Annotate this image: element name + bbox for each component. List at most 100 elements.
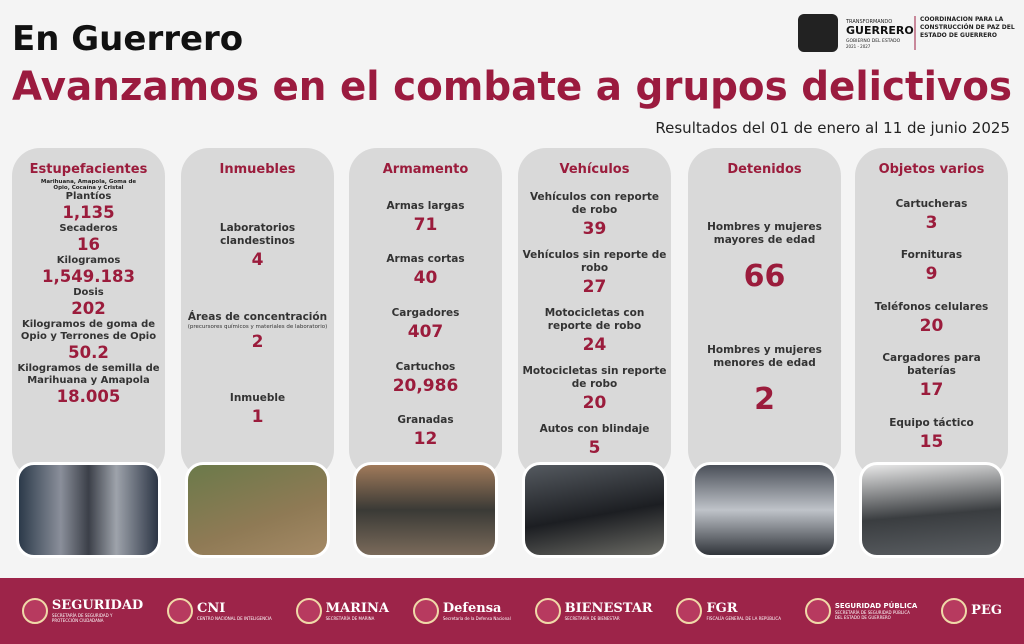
photo (185, 462, 330, 558)
item: Armas cortas 40 (386, 253, 464, 290)
item: Plantíos 1,135 (62, 191, 114, 223)
card: Inmuebles Laboratorios clandestinos 4 Áreas… (181, 148, 334, 478)
item-label: Teléfonos celulares (874, 300, 989, 313)
footer-name: FGR (706, 600, 738, 616)
item-value: 71 (413, 214, 438, 235)
item-label: Plantíos (65, 191, 112, 202)
footer-emblem (804, 598, 831, 624)
footer-name: SEGURIDAD (51, 598, 144, 613)
card-note: Marihuana, Amapola, Goma de Opio, Cocaín… (40, 179, 137, 191)
item-value: 407 (407, 321, 444, 342)
agency: COORDINACIÓN PARA LA CONSTRUCCIÓN DE PAZ… (920, 16, 1015, 39)
item-label: Motocicletas sin reporte de robo (522, 365, 667, 390)
item-list: Cartucheras 3 Fornituras 9 Teléfonos celular… (859, 183, 1004, 478)
footer-name: SEGURIDAD PÚBLICA (834, 602, 918, 610)
item-label: Fornituras (900, 249, 963, 261)
header: En Guerrero Avanzamos en el combate a gr… (12, 14, 1015, 137)
item-label: Cartucheras (895, 197, 968, 210)
card: Vehículos Vehículos con reporte de robo 39… (518, 148, 671, 478)
item-label: Autos con blindaje (539, 423, 650, 435)
footer-name: MARINA (325, 600, 389, 616)
item: Inmueble 1 (230, 392, 285, 429)
item-value: 16 (77, 235, 100, 254)
card: Objetos varios Cartucheras 3 Fornituras 9 Tel… (855, 148, 1008, 478)
item-value: 27 (582, 277, 607, 297)
footer-text: SEGURIDAD PÚBLICA SECRETARÍA DE SEGURIDAD… (835, 602, 918, 620)
photo (16, 462, 161, 558)
logo-text: GUERRERO (846, 24, 914, 37)
footer-logo: SEGURIDAD SECRETARÍA DE SEGURIDAD Y PROTE… (21, 598, 144, 624)
card: Armamento Armas largas 71 Armas cortas 40 Car… (349, 148, 502, 478)
item: Autos con blindaje 5 (540, 423, 650, 460)
item-label: Cargadores (391, 306, 460, 319)
item-value: 12 (413, 429, 438, 450)
item-label: Cartuchos (395, 360, 456, 373)
footer-text: BIENESTAR SECRETARÍA DE BIENESTAR (565, 601, 653, 621)
item-list: Vehículos con reporte de robo 39 Vehículos… (522, 183, 667, 478)
agency-text: COORDINACIÓN PARA LA CONSTRUCCIÓN DE PAZ… (920, 16, 1015, 39)
footer-name: PEG (971, 603, 1002, 618)
item-list: Hombres y mujeres mayores de edad 66 Hombr… (692, 183, 837, 478)
item-list: Armas largas 71 Armas cortas 40 Cargadores 40… (353, 183, 498, 478)
footer-logo: MARINA SECRETARÍA DE MARINA (295, 598, 389, 624)
footer-logo: BIENESTAR SECRETARÍA DE BIENESTAR (534, 598, 653, 624)
item-value: 20,986 (392, 375, 459, 396)
item-value: 1,135 (62, 203, 115, 222)
item-value: 24 (582, 335, 607, 355)
item: Dosis 202 (71, 287, 105, 319)
item-label: Granadas (397, 414, 454, 427)
footer: SEGURIDAD SECRETARÍA DE SEGURIDAD Y PROTE… (0, 578, 1024, 644)
item: Cargadores 407 (392, 307, 460, 344)
footer-emblem (412, 598, 439, 624)
item-label: Dosis (73, 287, 104, 298)
item-value: 20 (919, 315, 944, 336)
item-value: 3 (925, 212, 938, 233)
item: Cartucheras 3 (896, 198, 968, 235)
item: Áreas de concentración (precursores quími… (188, 311, 327, 354)
footer-sub: Secretaría de la Defensa Nacional (442, 615, 511, 621)
item-value: 18.005 (56, 387, 121, 406)
photo (522, 462, 667, 558)
item: Armas largas 71 (387, 200, 465, 237)
footer-text: MARINA SECRETARÍA DE MARINA (325, 600, 389, 621)
item-value: 1,549.183 (42, 267, 135, 286)
item: Hombres y mujeres mayores de edad 66 (692, 221, 837, 307)
item-label: Vehículos sin reporte de robo (522, 249, 667, 274)
item: Equipo táctico 15 (889, 417, 974, 454)
item: Kilogramos de semilla de Marihuana y Ama… (16, 363, 161, 407)
item-label: Secaderos (59, 223, 118, 234)
logo-text: GOBIERNO DEL ESTADO (846, 38, 901, 44)
item: Granadas 12 (397, 414, 453, 451)
item: Laboratorios clandestinos 4 (185, 222, 330, 272)
footer-sub: FISCALÍA GENERAL DE LA REPÚBLICA (706, 615, 781, 621)
card-title: Estupefacientes (29, 162, 148, 177)
logo-text: 2021 - 2027 (846, 44, 871, 49)
card: Detenidos Hombres y mujeres mayores de ed… (688, 148, 841, 478)
item-value: 40 (413, 268, 438, 289)
footer-emblem (941, 598, 968, 624)
item-value: 4 (251, 249, 264, 270)
logo-icon (798, 14, 838, 52)
footer-text: SEGURIDAD SECRETARÍA DE SEGURIDAD Y PROTE… (51, 598, 144, 624)
item-value: 39 (582, 219, 607, 239)
item-label: Hombres y mujeres menores de edad (707, 344, 822, 370)
card-title: Armamento (382, 162, 469, 177)
item: Cargadores para baterías 17 (859, 352, 1004, 402)
footer-logo: FGR FISCALÍA GENERAL DE LA REPÚBLICA (676, 598, 781, 624)
item-value: 2 (754, 382, 775, 418)
item: Secaderos 16 (59, 223, 117, 255)
item-label: Equipo táctico (889, 416, 974, 429)
footer-sub: SECRETARÍA DE SEGURIDAD PÚBLICA DEL ESTA… (834, 610, 910, 620)
footer-logo: PEG (941, 598, 1002, 624)
item-value: 17 (919, 380, 944, 400)
item-value: 2 (251, 331, 264, 352)
item: Cartuchos 20,986 (393, 361, 459, 398)
card-title: Objetos varios (878, 162, 985, 177)
item-value: 15 (919, 431, 944, 452)
footer-name: Defensa (442, 600, 502, 616)
item-value: 1 (251, 407, 264, 428)
item-label: Motocicletas con reporte de robo (544, 307, 645, 332)
item-label: Vehículos con reporte de robo (529, 191, 660, 216)
item-note: (precursores químicos y materiales de la… (187, 323, 328, 330)
